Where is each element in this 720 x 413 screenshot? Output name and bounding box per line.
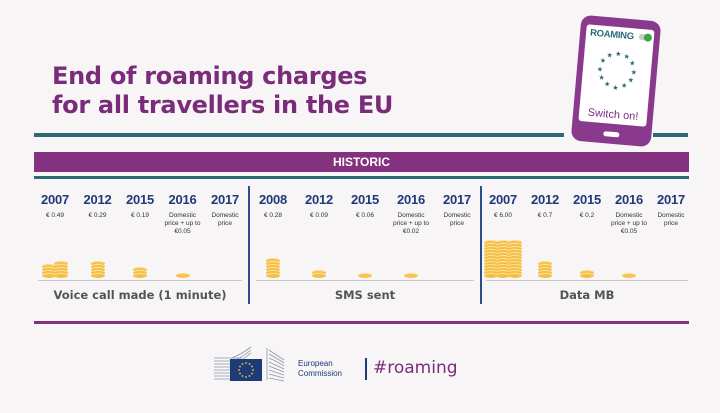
coin-stack-icon bbox=[34, 261, 76, 278]
coin-stacks bbox=[34, 250, 246, 278]
year-label: 2008 bbox=[258, 192, 288, 207]
price-entry: 2017 Domestic price bbox=[204, 192, 246, 236]
panel-divider bbox=[480, 186, 482, 304]
price-value: € 0.29 bbox=[88, 212, 107, 219]
title-line-1: End of roaming charges bbox=[52, 62, 368, 90]
coin-stack-icon bbox=[77, 261, 119, 278]
price-entry: 2015 € 0.06 bbox=[344, 192, 386, 236]
year-label: 2015 bbox=[125, 192, 155, 207]
price-value: € 0.49 bbox=[45, 212, 65, 219]
panel-rule bbox=[256, 280, 474, 281]
hashtag-roaming: #roaming bbox=[373, 358, 458, 378]
year-label: 2012 bbox=[304, 192, 334, 207]
panel-voice: 2007 € 0.49 2012 € 0.29 2015 € 0.19 2016 Domest… bbox=[34, 192, 246, 310]
price-value: € 0.19 bbox=[130, 212, 150, 219]
price-entry: 2017 Domestic price bbox=[436, 192, 478, 236]
year-label: 2017 bbox=[210, 192, 240, 207]
panel-label: Voice call made (1 minute) bbox=[53, 288, 227, 302]
panel-data: 2007 € 6.00 2012 € 0.7 2015 € 0.2 2016 Domestic… bbox=[482, 192, 692, 310]
year-label: 2015 bbox=[572, 192, 602, 207]
panel-rule bbox=[486, 280, 688, 281]
price-value: Domestic price bbox=[657, 212, 685, 227]
coin-stack-icon bbox=[608, 273, 650, 278]
header-divider-right bbox=[653, 133, 688, 137]
price-entry: 2017 Domestic price bbox=[650, 192, 692, 236]
price-entry: 2012 € 0.29 bbox=[77, 192, 119, 236]
year-label: 2015 bbox=[350, 192, 380, 207]
page-title: End of roaming charges for all traveller… bbox=[52, 62, 393, 120]
price-value: Domestic price + up to €0.05 bbox=[164, 212, 201, 235]
price-value: Domestic price + up to €0.05 bbox=[611, 212, 647, 235]
panel-divider bbox=[248, 186, 250, 304]
footer-separator bbox=[365, 358, 367, 380]
price-entry: 2007 € 6.00 bbox=[482, 192, 524, 236]
coin-stack-icon bbox=[482, 240, 524, 278]
year-label: 2016 bbox=[614, 192, 644, 207]
year-label: 2016 bbox=[396, 192, 426, 207]
coin-stacks bbox=[482, 240, 692, 278]
panel-sms: 2008 € 0.28 2012 € 0.09 2015 € 0.06 2016 Domest… bbox=[252, 192, 478, 310]
price-entry: 2016 Domestic price + up to €0.05 bbox=[162, 192, 204, 236]
price-value: € 0.09 bbox=[309, 212, 329, 219]
price-entry: 2016 Domestic price + up to €0.02 bbox=[390, 192, 432, 236]
year-label: 2017 bbox=[656, 192, 686, 207]
price-value: € 0.2 bbox=[579, 212, 595, 219]
footer-divider bbox=[34, 321, 689, 324]
year-label: 2016 bbox=[168, 192, 197, 207]
price-entry: 2012 € 0.09 bbox=[298, 192, 340, 236]
year-label: 2007 bbox=[40, 192, 70, 207]
phone-illustration: ROAMING ★ ★ ★ ★ ★ ★ ★ ★ ★ ★ ★ ★ Switch on! bbox=[570, 14, 662, 148]
year-label: 2012 bbox=[530, 192, 560, 207]
roaming-label: ROAMING bbox=[589, 27, 635, 43]
panel-label: Data MB bbox=[559, 288, 615, 302]
section-header-historic: HISTORIC bbox=[34, 152, 689, 172]
coin-stack-icon bbox=[344, 273, 386, 278]
price-entry: 2015 € 0.19 bbox=[119, 192, 161, 236]
header-divider bbox=[34, 133, 564, 137]
price-value: Domestic price bbox=[443, 212, 471, 227]
coin-stack-icon bbox=[162, 273, 204, 278]
price-value: € 0.28 bbox=[263, 212, 283, 219]
coin-stack-icon bbox=[566, 270, 608, 278]
coin-stacks bbox=[252, 250, 478, 278]
footer: European Commission #roaming bbox=[212, 344, 492, 388]
price-entry: 2015 € 0.2 bbox=[566, 192, 608, 236]
coin-stack-icon bbox=[524, 261, 566, 278]
european-commission-label: European Commission bbox=[298, 359, 343, 378]
price-value: Domestic price bbox=[211, 212, 239, 227]
price-entry: 2007 € 0.49 bbox=[34, 192, 76, 236]
toggle-icon bbox=[638, 33, 652, 41]
year-label: 2007 bbox=[488, 192, 518, 207]
price-entry: 2012 € 0.7 bbox=[524, 192, 566, 236]
section-underline bbox=[34, 176, 689, 179]
panel-rule bbox=[38, 280, 242, 281]
price-value: € 0.7 bbox=[537, 212, 553, 219]
price-entry: 2016 Domestic price + up to €0.05 bbox=[608, 192, 650, 236]
coin-stack-icon bbox=[252, 258, 294, 278]
price-entry: 2008 € 0.28 bbox=[252, 192, 294, 236]
year-label: 2012 bbox=[83, 192, 112, 207]
coin-stack-icon bbox=[390, 273, 432, 278]
switch-on-caption: Switch on! bbox=[587, 106, 639, 124]
price-value: Domestic price + up to €0.02 bbox=[393, 212, 429, 235]
coin-stack-icon bbox=[119, 267, 161, 278]
price-value: € 0.06 bbox=[355, 212, 375, 219]
phone-screen: ROAMING ★ ★ ★ ★ ★ ★ ★ ★ ★ ★ ★ ★ Switch on! bbox=[578, 24, 655, 127]
european-commission-logo-icon bbox=[214, 346, 285, 382]
price-value: € 6.00 bbox=[493, 212, 513, 219]
eu-stars-icon: ★ ★ ★ ★ ★ ★ ★ ★ ★ ★ ★ ★ bbox=[596, 49, 638, 92]
title-line-2: for all travellers in the EU bbox=[52, 91, 394, 119]
year-label: 2017 bbox=[442, 192, 472, 207]
panel-label: SMS sent bbox=[334, 288, 396, 302]
coin-stack-icon bbox=[298, 270, 340, 278]
